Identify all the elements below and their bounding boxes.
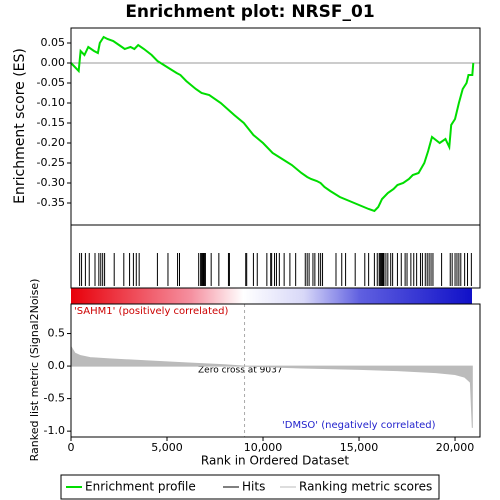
y-tick-label: -0.35 [37,196,65,209]
y-axis-label: Ranked list metric (Signal2Noise) [28,279,41,462]
metric-area [70,344,473,428]
y-tick-label: -0.25 [37,156,65,169]
y-tick-label: -0.20 [37,136,65,149]
x-axis-label: Rank in Ordered Dataset [201,454,349,468]
y-tick-label: -0.15 [37,116,65,129]
y-tick-label: -0.30 [37,176,65,189]
annotation: 'DMSO' (negatively correlated) [282,420,436,431]
x-tick-label: 5,000 [151,441,183,454]
y-tick-label: 0.05 [41,36,66,49]
annotation: 'SAHM1' (positively correlated) [74,306,228,317]
x-tick-label: 15,000 [340,441,379,454]
legend-label: Ranking metric scores [299,480,432,494]
legend [60,474,440,500]
y-tick-label: 0.5 [48,327,66,340]
y-tick-label: -1.0 [44,424,65,437]
panel-frame [70,27,481,226]
y-tick-label: -0.10 [37,96,65,109]
y-tick-label: -0.05 [37,76,65,89]
color-bar [71,288,472,304]
y-tick-label: 0.00 [41,56,66,69]
legend-label: Hits [242,480,265,494]
es-line [70,35,475,213]
chart-title: Enrichment plot: NRSF_01 [125,2,374,22]
y-tick-label: 0.0 [48,359,66,372]
legend-label: Enrichment profile [85,480,196,494]
annotation: Zero cross at 9037 [198,366,283,376]
panel-frame [70,303,481,438]
x-tick-label: 10,000 [244,441,283,454]
y-tick-label: -0.5 [44,392,65,405]
y-axis-label: Enrichment score (ES) [12,48,28,204]
panel-frame [70,224,481,289]
x-tick-label: 0 [68,441,75,454]
x-tick-label: 20,000 [436,441,475,454]
